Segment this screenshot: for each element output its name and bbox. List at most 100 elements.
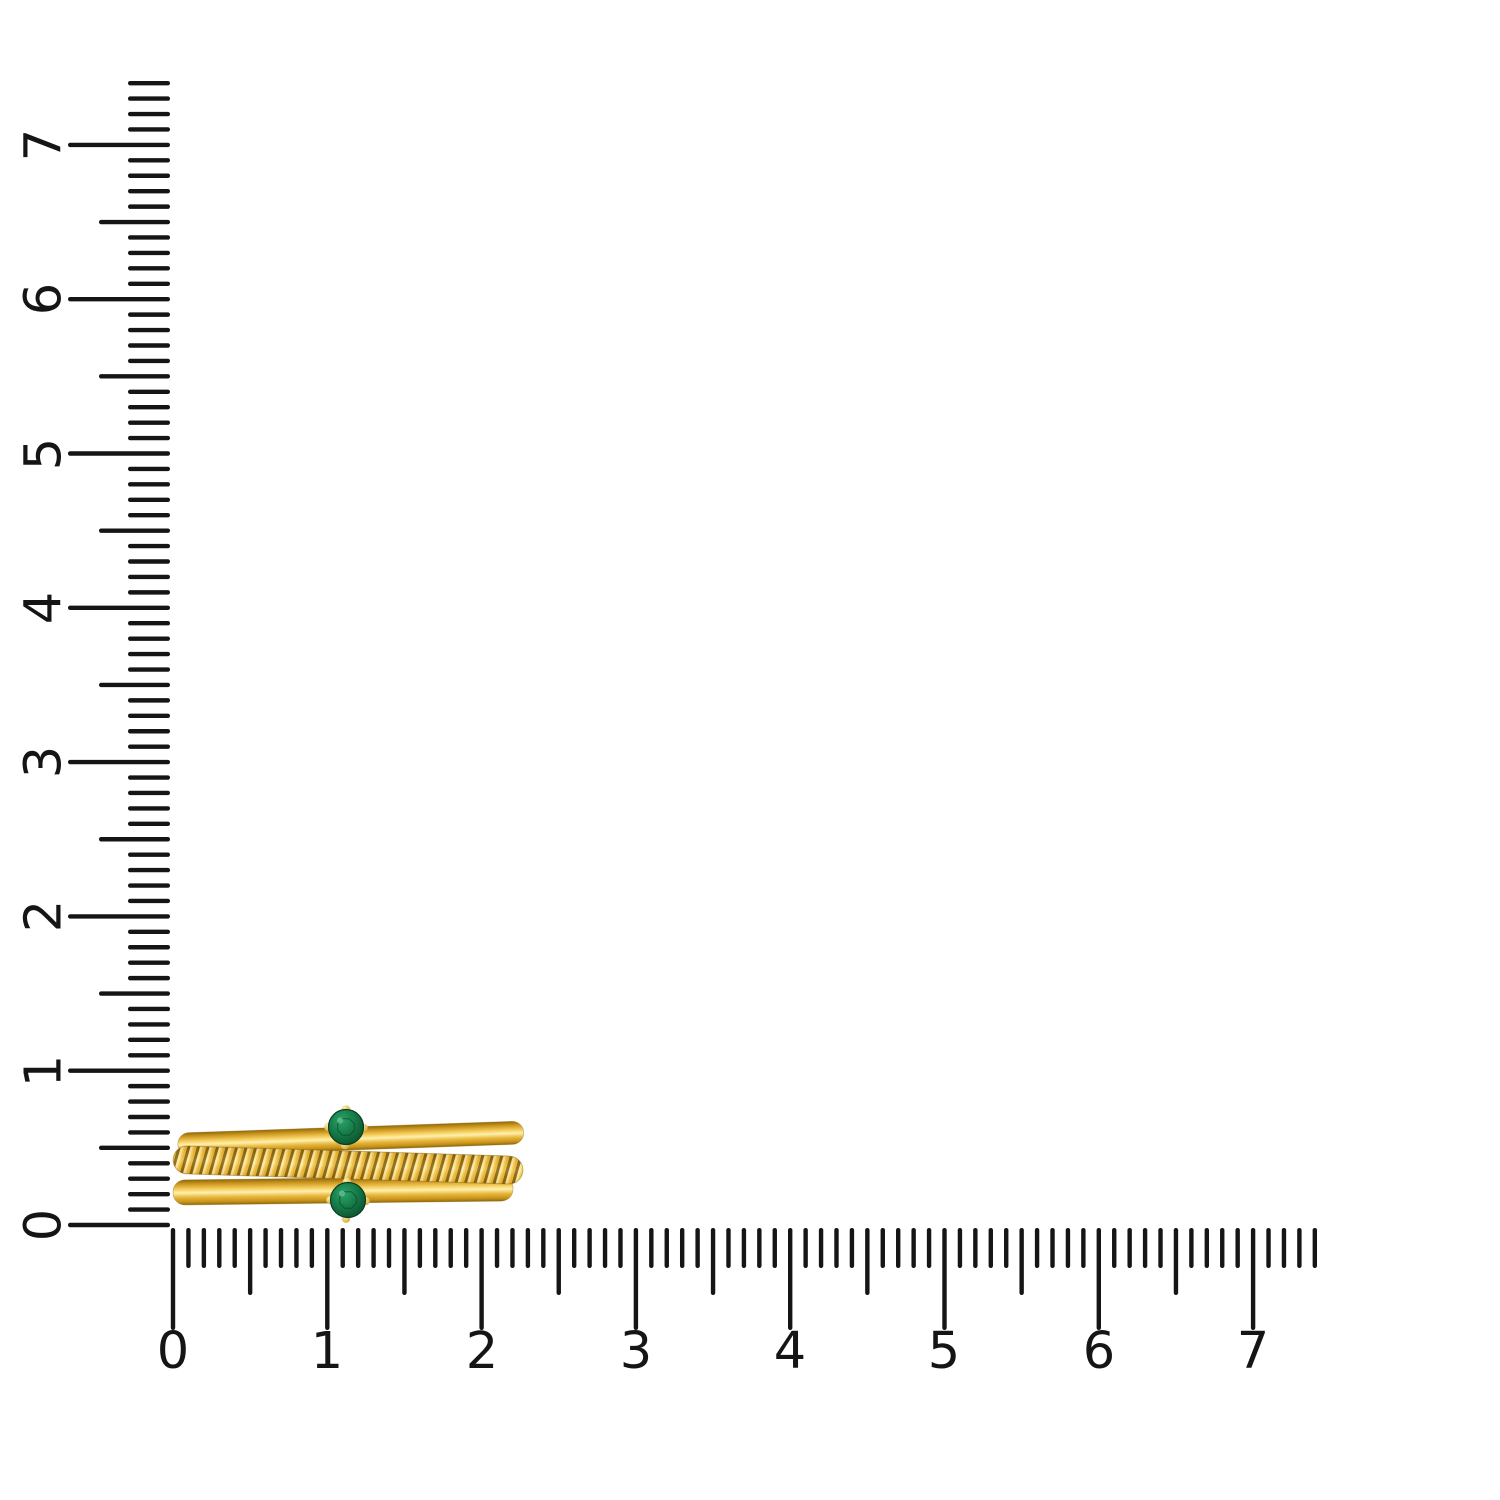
v-ruler-tick-minor bbox=[128, 389, 170, 394]
v-ruler-tick-minor bbox=[128, 929, 170, 935]
h-ruler-tick-minor bbox=[510, 1228, 515, 1268]
v-ruler-tick-minor bbox=[128, 435, 170, 441]
h-ruler-tick-minor bbox=[803, 1228, 808, 1268]
v-ruler-tick-minor bbox=[128, 621, 170, 626]
h-ruler-label-6: 6 bbox=[1082, 1322, 1116, 1381]
h-ruler-tick-minor bbox=[463, 1228, 469, 1268]
v-ruler-tick-minor bbox=[128, 852, 170, 857]
h-ruler-tick-major bbox=[788, 1228, 793, 1330]
v-ruler-tick-minor bbox=[128, 975, 170, 981]
stone-highlight bbox=[337, 1117, 343, 1124]
h-ruler-tick-minor bbox=[726, 1228, 731, 1268]
facet-lines bbox=[339, 1191, 357, 1209]
h-ruler-label-2: 2 bbox=[465, 1322, 499, 1381]
h-ruler-tick-minor bbox=[340, 1228, 345, 1268]
v-ruler-label-6: 6 bbox=[14, 282, 74, 316]
h-ruler-tick-half bbox=[865, 1228, 870, 1295]
h-ruler-tick-major bbox=[325, 1228, 330, 1330]
v-ruler-tick-major bbox=[68, 1068, 170, 1073]
v-ruler-tick-minor bbox=[128, 358, 170, 364]
h-ruler-tick-minor bbox=[232, 1228, 237, 1268]
v-ruler-tick-minor bbox=[128, 945, 170, 950]
h-ruler-tick-minor bbox=[294, 1228, 299, 1268]
h-ruler-tick-minor bbox=[957, 1228, 963, 1268]
v-ruler-tick-minor bbox=[128, 698, 170, 703]
h-ruler-tick-minor bbox=[1034, 1228, 1040, 1268]
v-ruler-tick-minor bbox=[128, 651, 170, 657]
v-ruler-tick-minor bbox=[128, 497, 170, 502]
h-ruler-tick-minor bbox=[371, 1228, 376, 1268]
h-ruler-tick-minor bbox=[741, 1228, 747, 1268]
v-ruler-tick-minor bbox=[128, 235, 170, 240]
h-ruler-tick-minor bbox=[263, 1228, 268, 1268]
v-ruler-tick-minor bbox=[128, 1176, 170, 1181]
v-ruler-label-4: 4 bbox=[14, 591, 74, 625]
v-ruler-tick-half bbox=[99, 528, 170, 533]
h-ruler-tick-minor bbox=[541, 1228, 546, 1268]
v-ruler-tick-minor bbox=[128, 1022, 170, 1027]
h-ruler-tick-minor bbox=[1220, 1228, 1225, 1268]
h-ruler-tick-minor bbox=[1065, 1228, 1071, 1268]
h-ruler-tick-minor bbox=[525, 1228, 531, 1268]
v-ruler-tick-half bbox=[99, 1145, 170, 1151]
v-ruler-tick-minor bbox=[128, 729, 170, 734]
h-ruler-tick-minor bbox=[849, 1228, 855, 1268]
emerald-stone bbox=[327, 1108, 365, 1146]
v-ruler-tick-minor bbox=[128, 1130, 170, 1135]
v-ruler-tick-minor bbox=[128, 1161, 170, 1166]
v-ruler-tick-minor bbox=[128, 188, 170, 194]
h-ruler-tick-minor bbox=[818, 1228, 824, 1268]
h-ruler-tick-minor bbox=[772, 1228, 777, 1268]
h-ruler-tick-minor bbox=[1312, 1228, 1318, 1268]
v-ruler-tick-minor bbox=[128, 667, 170, 672]
v-ruler-tick-minor bbox=[128, 281, 170, 286]
h-ruler-tick-minor bbox=[834, 1228, 839, 1268]
emerald-bottom bbox=[326, 1177, 370, 1223]
h-ruler-tick-major bbox=[633, 1228, 639, 1330]
v-ruler-tick-minor bbox=[128, 543, 170, 549]
h-ruler-tick-minor bbox=[1081, 1228, 1086, 1268]
h-ruler-tick-minor bbox=[355, 1228, 361, 1268]
v-ruler-tick-minor bbox=[128, 80, 170, 86]
v-ruler-tick-minor bbox=[128, 744, 170, 749]
v-ruler-tick-minor bbox=[128, 1083, 170, 1089]
v-ruler-tick-half bbox=[99, 837, 170, 842]
v-ruler-tick-major bbox=[68, 142, 170, 148]
v-ruler-tick-minor bbox=[128, 790, 170, 796]
v-ruler-tick-minor bbox=[128, 1191, 170, 1197]
h-ruler-tick-minor bbox=[1235, 1228, 1240, 1268]
v-ruler-tick-minor bbox=[128, 482, 170, 487]
v-ruler-tick-major bbox=[68, 1222, 170, 1228]
v-ruler-tick-minor bbox=[128, 327, 170, 333]
h-ruler-label-3: 3 bbox=[619, 1322, 653, 1381]
v-ruler-tick-minor bbox=[128, 1207, 170, 1212]
v-ruler-tick-major bbox=[68, 914, 170, 919]
h-ruler-tick-minor bbox=[602, 1228, 608, 1268]
h-ruler-tick-minor bbox=[757, 1228, 762, 1268]
h-ruler-tick-minor bbox=[201, 1228, 207, 1268]
h-ruler-tick-minor bbox=[1050, 1228, 1055, 1268]
h-ruler-label-1: 1 bbox=[310, 1322, 344, 1381]
h-ruler-tick-minor bbox=[973, 1228, 978, 1268]
v-ruler-label-2: 2 bbox=[14, 899, 74, 933]
h-ruler-tick-minor bbox=[1004, 1228, 1009, 1268]
v-ruler-tick-minor bbox=[128, 173, 170, 178]
v-ruler-label-1: 1 bbox=[14, 1054, 74, 1088]
h-ruler-tick-minor bbox=[1266, 1228, 1271, 1268]
h-ruler-tick-major bbox=[1250, 1228, 1256, 1330]
h-ruler-tick-minor bbox=[448, 1228, 453, 1268]
v-ruler-tick-minor bbox=[128, 96, 170, 101]
v-ruler-tick-minor bbox=[128, 420, 170, 425]
v-ruler-tick-minor bbox=[128, 636, 170, 641]
v-ruler-tick-half bbox=[99, 219, 170, 225]
v-ruler-tick-minor bbox=[128, 266, 170, 271]
h-ruler-tick-minor bbox=[386, 1228, 392, 1268]
v-ruler-tick-minor bbox=[128, 883, 170, 888]
h-ruler-tick-minor bbox=[1204, 1228, 1210, 1268]
h-ruler-tick-minor bbox=[587, 1228, 592, 1268]
h-ruler-tick-minor bbox=[1189, 1228, 1194, 1268]
h-ruler-tick-major bbox=[1096, 1228, 1101, 1330]
h-ruler-tick-minor bbox=[926, 1228, 932, 1268]
v-ruler-tick-major bbox=[68, 297, 170, 302]
